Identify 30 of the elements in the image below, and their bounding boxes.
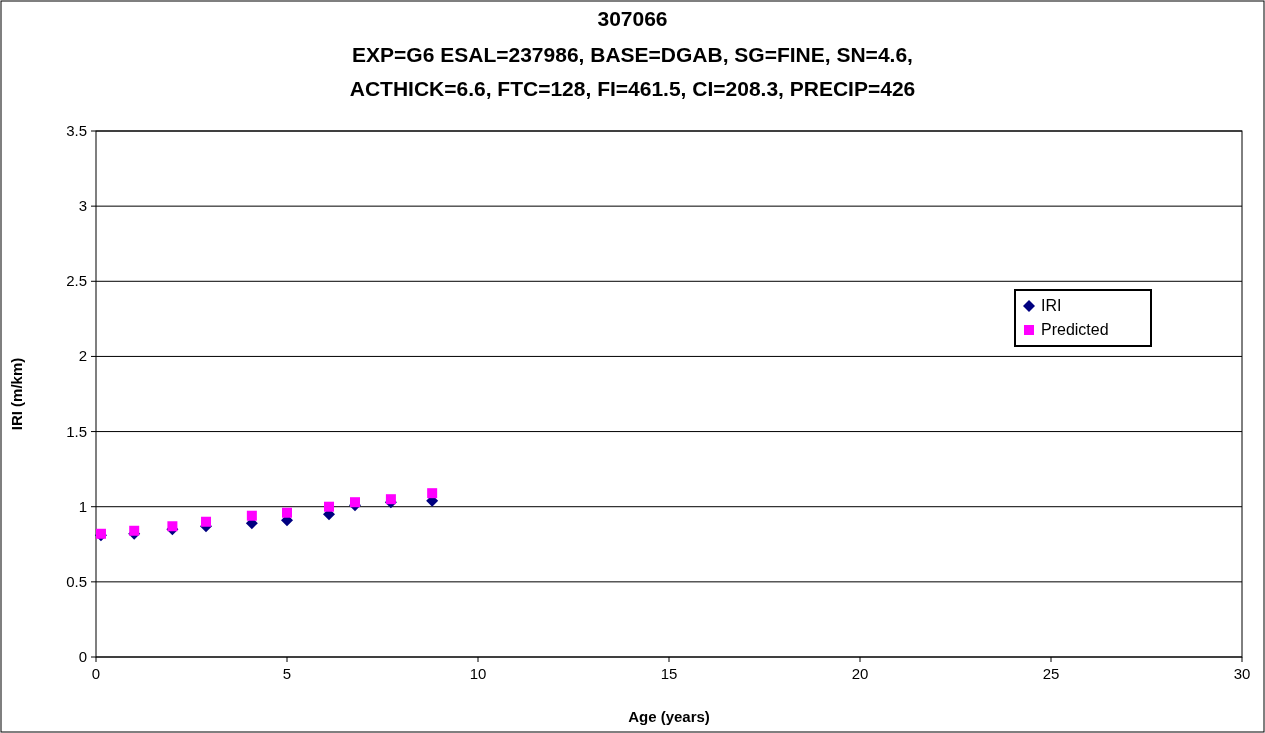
point (324, 501, 335, 512)
y-tick-label: 0.5 (66, 572, 87, 590)
y-tick-label: 1 (78, 497, 87, 515)
point (129, 525, 140, 536)
x-tick-label: 25 (1042, 665, 1060, 682)
point (350, 497, 360, 508)
y-tick-label: 2.5 (66, 272, 87, 290)
y-tick-label: 1.5 (66, 422, 87, 440)
chart-title: 307066 (597, 7, 668, 30)
point (385, 494, 396, 505)
y-axis-title: IRI (m/km) (8, 357, 25, 431)
y-tick-label: 0 (78, 648, 87, 665)
x-tick-label: 15 (660, 665, 678, 682)
x-axis-title: Age (years) (628, 708, 710, 725)
point (282, 507, 292, 518)
y-tick-label: 3 (78, 197, 87, 215)
point (427, 488, 438, 499)
x-tick-label: 30 (1233, 665, 1251, 682)
point (246, 510, 257, 521)
legend-label: IRI (1041, 297, 1062, 314)
y-tick-label: 3.5 (66, 122, 87, 139)
x-tick-label: 10 (469, 665, 487, 682)
point (201, 516, 212, 527)
x-tick-label: 0 (91, 665, 101, 682)
y-tick-label: 2 (78, 347, 87, 365)
x-tick-label: 20 (851, 665, 869, 682)
x-tick-label: 5 (282, 665, 292, 682)
legend-label: Predicted (1041, 321, 1109, 338)
chart-subtitle: EXP=G6 ESAL=237986, BASE=DGAB, SG=FINE, SN=4.6, ACTHICK=6.6, FTC=128, FI=461.5, CI=208.3, PRECIP=426 (349, 43, 916, 100)
point (167, 521, 178, 532)
